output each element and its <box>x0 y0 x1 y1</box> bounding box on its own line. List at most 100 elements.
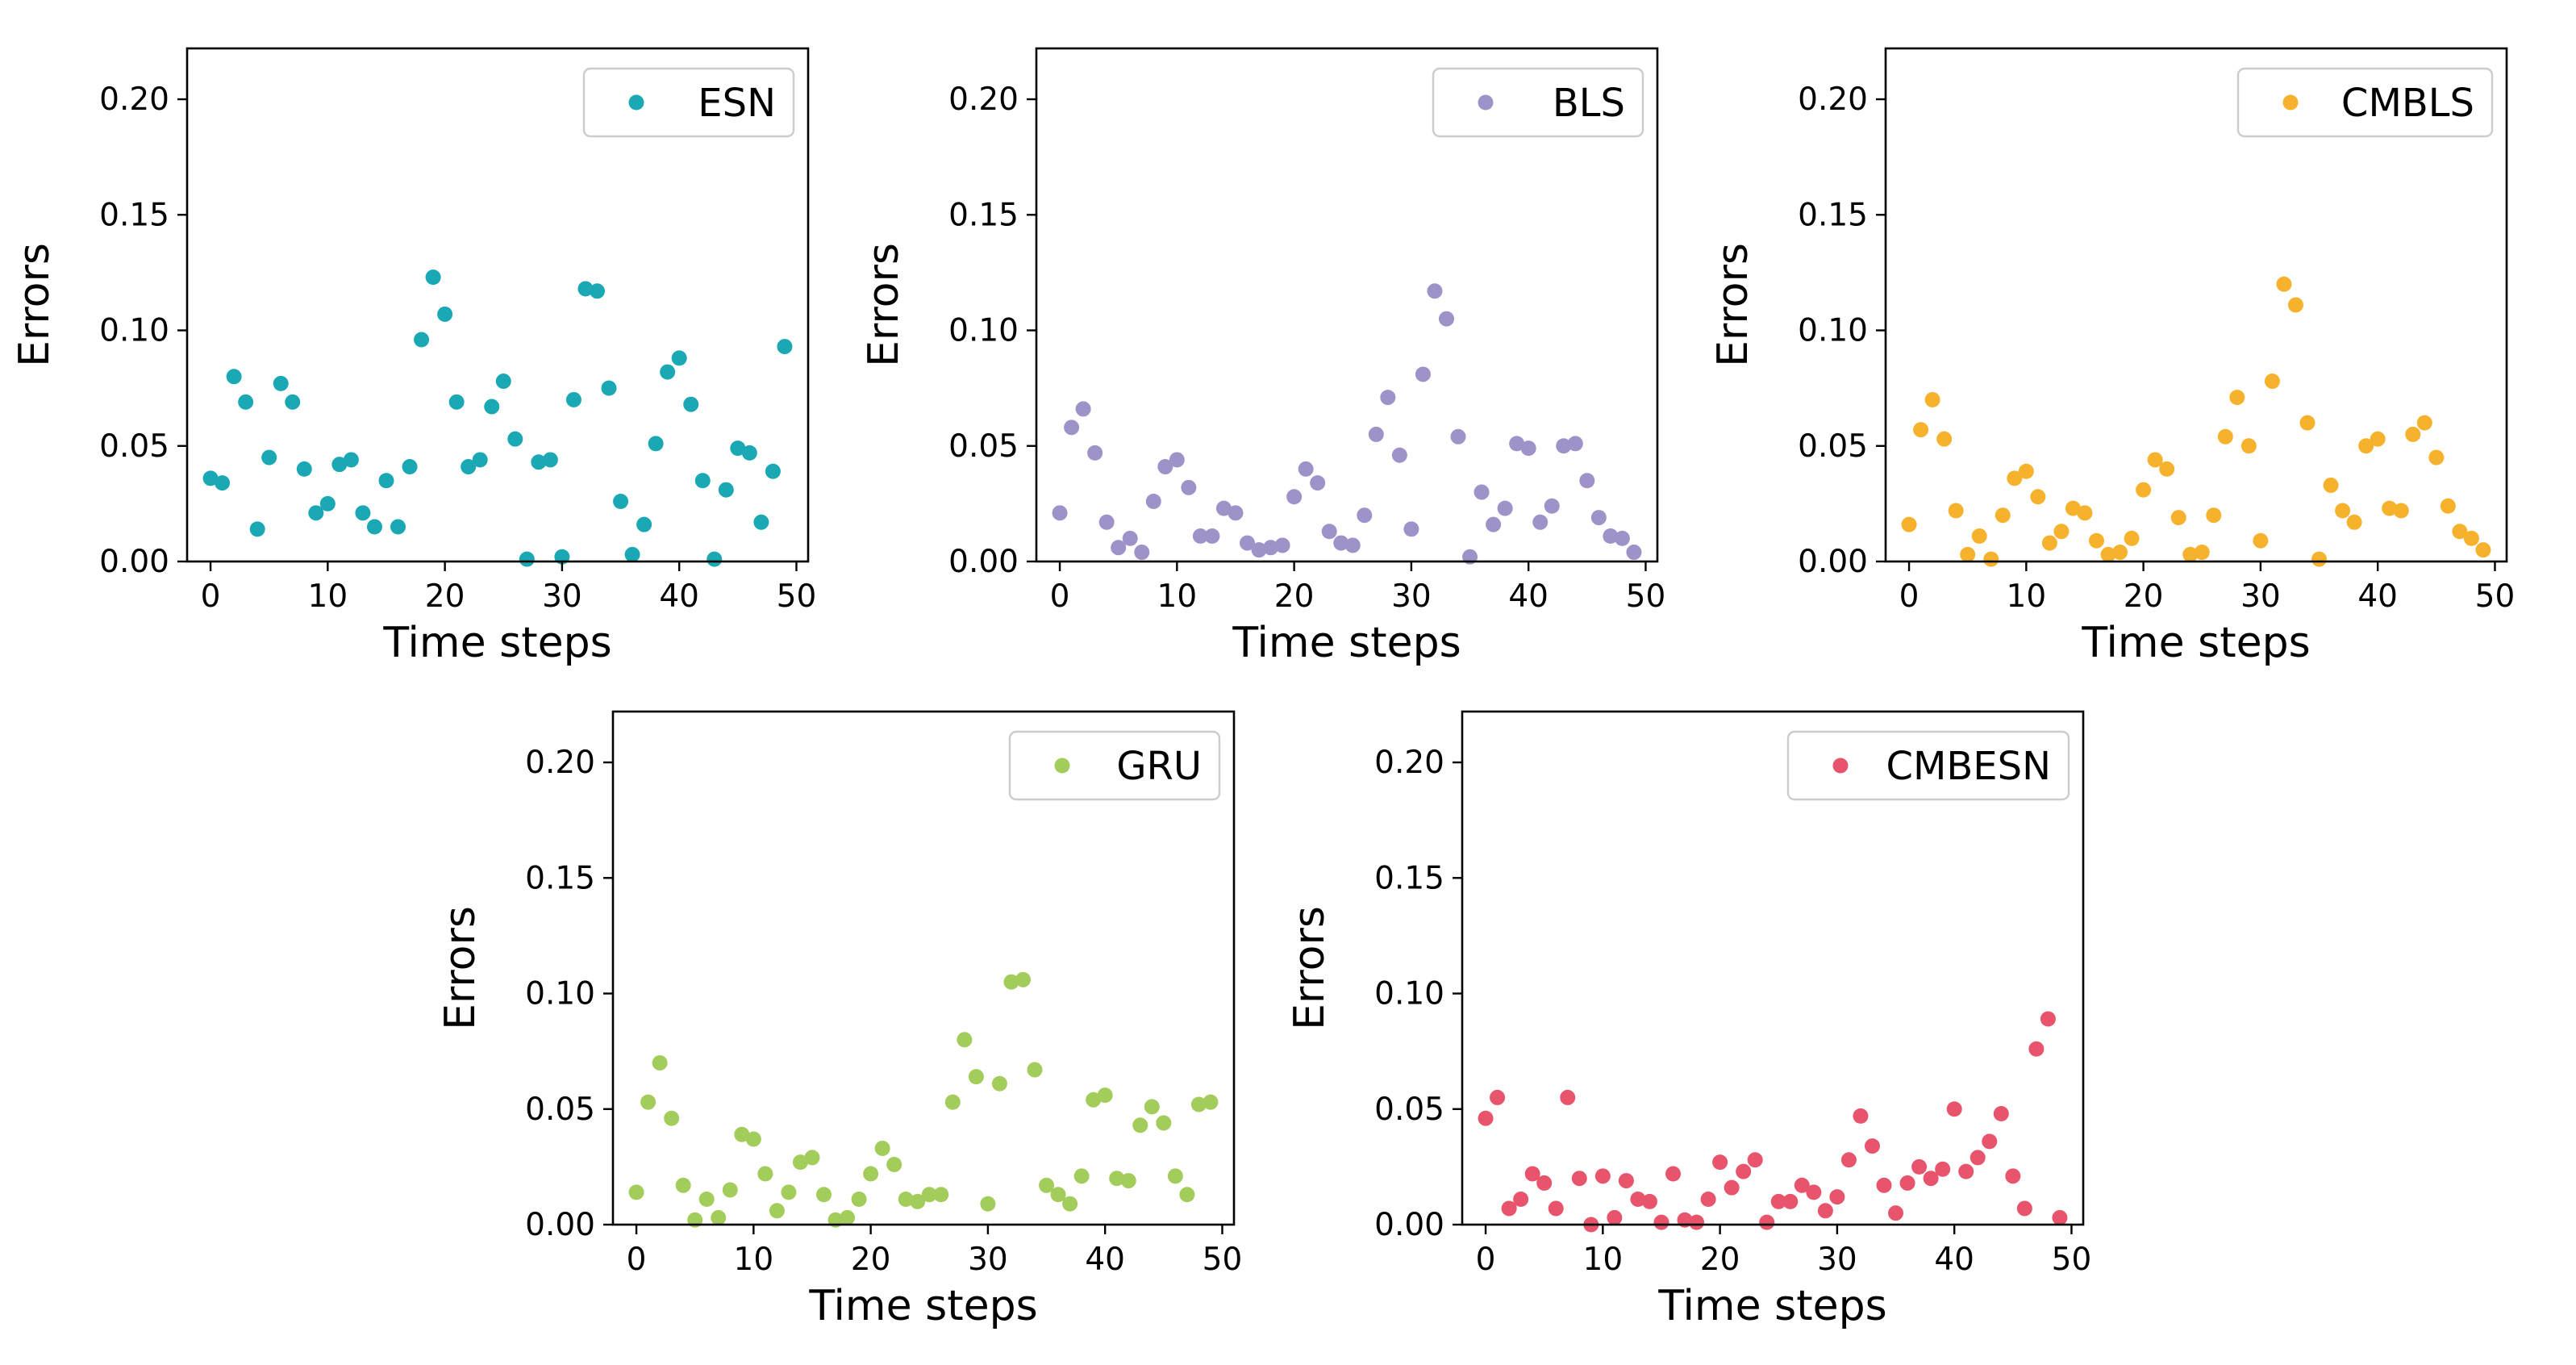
data-point <box>1111 540 1127 556</box>
chart-panel-gru: 0 10 20 30 40 50 0.00 0.05 0.10 0.15 0.20 Time step… <box>436 710 1242 1330</box>
data-point <box>331 457 348 473</box>
data-point <box>2077 505 2093 521</box>
x-tick-label: 0 <box>1050 578 1070 615</box>
data-point <box>2463 530 2479 546</box>
legend-label: CMBLS <box>2341 81 2474 126</box>
data-point <box>1156 1115 1172 1131</box>
x-tick-label: 0 <box>1899 578 1919 615</box>
axes-frame <box>611 710 1236 1226</box>
axes-frame <box>1884 47 2508 563</box>
data-point <box>2276 276 2292 292</box>
chart-panel-bls: 0 10 20 30 40 50 0.00 0.05 0.10 0.15 0.20 Time step… <box>860 47 1665 667</box>
data-point <box>1876 1177 1892 1193</box>
x-tick-label: 10 <box>1157 578 1198 615</box>
data-point <box>1132 1117 1148 1133</box>
data-point <box>652 1054 668 1071</box>
legend-label: GRU <box>1116 744 1202 789</box>
y-tick-label: 0.05 <box>1374 1092 1444 1128</box>
data-point <box>804 1150 820 1166</box>
data-point <box>2112 545 2128 561</box>
y-tick-label: 0.00 <box>1374 1207 1444 1243</box>
y-axis-label: Errors <box>436 906 485 1030</box>
data-point <box>769 1203 785 1219</box>
data-point <box>1532 514 1549 530</box>
data-point <box>1782 1193 1799 1209</box>
data-point <box>1817 1203 1833 1219</box>
data-point <box>1958 1163 1974 1179</box>
data-point <box>1240 535 1256 551</box>
data-point <box>675 1177 691 1193</box>
data-point <box>1888 1205 1904 1221</box>
data-point <box>1653 1214 1669 1230</box>
data-point <box>2018 463 2034 479</box>
y-tick-label: 0.05 <box>948 428 1019 465</box>
data-point <box>944 1094 961 1110</box>
data-point <box>1641 1193 1657 1209</box>
legend-label: BLS <box>1553 81 1625 126</box>
data-point <box>261 449 277 465</box>
x-tick-label: 30 <box>542 578 582 615</box>
data-point <box>2475 542 2491 558</box>
data-point <box>683 396 699 412</box>
data-point <box>1073 1168 1090 1184</box>
data-point <box>1983 551 1999 567</box>
data-point <box>741 445 757 461</box>
data-point <box>2416 415 2432 431</box>
data-point <box>1794 1177 1810 1193</box>
data-point <box>765 463 781 479</box>
data-point <box>202 470 219 486</box>
data-point <box>437 306 453 322</box>
data-point <box>1179 1187 1195 1203</box>
data-point <box>863 1166 879 1182</box>
y-tick-label: 0.00 <box>948 544 1019 580</box>
y-tick-label: 0.05 <box>1798 428 1868 465</box>
data-point <box>624 546 640 562</box>
data-point <box>613 494 629 510</box>
data-point <box>1192 528 1208 544</box>
data-point <box>1157 459 1173 475</box>
data-point <box>816 1187 832 1203</box>
axes-frame <box>185 47 810 563</box>
legend-label: CMBESN <box>1886 744 2051 789</box>
data-point <box>2229 390 2245 406</box>
legend-box <box>2236 67 2494 138</box>
data-point <box>2100 546 2116 562</box>
data-point <box>2005 1168 2021 1184</box>
data-point <box>1181 479 1197 495</box>
data-point <box>886 1157 902 1173</box>
x-tick-label: 0 <box>201 578 221 615</box>
y-tick-label: 0.10 <box>1798 313 1868 349</box>
data-point <box>1829 1189 1845 1205</box>
data-point <box>1344 537 1361 553</box>
data-point <box>2124 530 2140 546</box>
x-axis-label: Time steps <box>1232 619 1461 667</box>
data-point <box>343 452 359 468</box>
data-point <box>1700 1191 1716 1207</box>
x-tick-label: 0 <box>627 1242 647 1278</box>
x-tick-label: 50 <box>2052 1242 2092 1278</box>
data-point <box>2065 500 2081 516</box>
data-point <box>448 394 465 410</box>
data-point <box>734 1126 750 1142</box>
data-point <box>226 369 242 385</box>
data-point <box>1520 440 1536 457</box>
data-point <box>1109 1171 1125 1187</box>
x-tick-label: 20 <box>1274 578 1315 615</box>
data-point <box>1513 1191 1529 1207</box>
data-point <box>2253 532 2269 549</box>
x-axis-label: Time steps <box>382 619 611 667</box>
data-point <box>1321 524 1337 540</box>
y-tick-label: 0.15 <box>525 860 595 896</box>
data-point <box>589 283 605 299</box>
data-point <box>366 519 382 535</box>
data-point <box>2405 426 2421 442</box>
data-point <box>390 519 406 535</box>
data-point <box>1473 484 1490 500</box>
data-point <box>1544 498 1560 514</box>
y-tick-label: 0.15 <box>948 197 1019 233</box>
y-tick-label: 0.20 <box>1374 745 1444 781</box>
data-point <box>1039 1177 1055 1193</box>
data-point <box>1098 514 1115 530</box>
data-point <box>1274 537 1290 553</box>
